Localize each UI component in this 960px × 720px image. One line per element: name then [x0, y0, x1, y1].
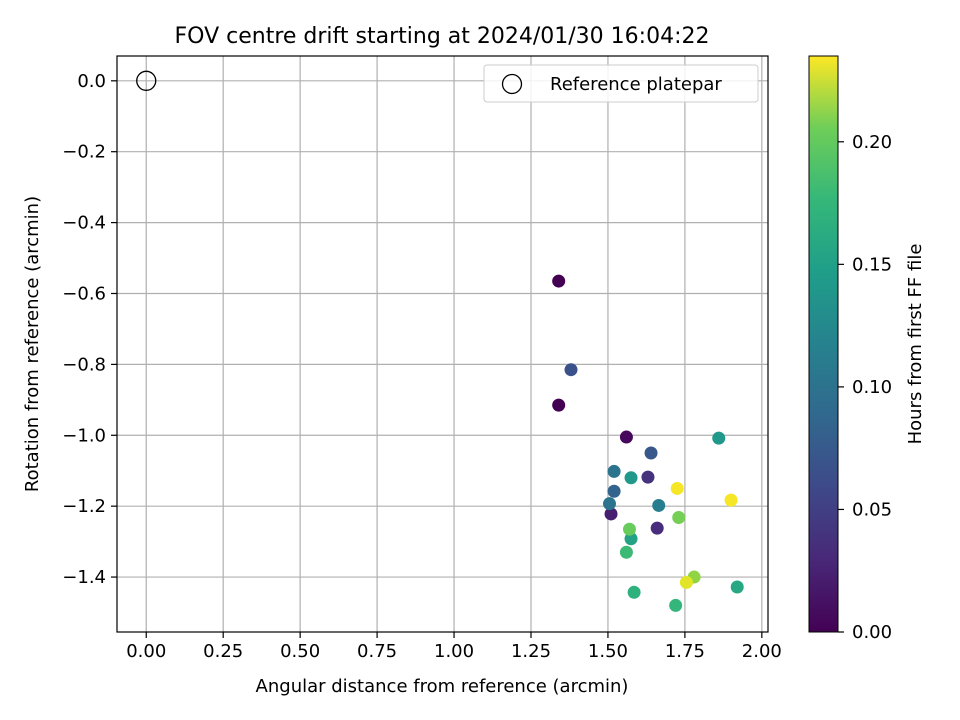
x-tick-label: 1.00: [434, 641, 474, 662]
x-tick-label: 1.25: [511, 641, 551, 662]
x-axis-label: Angular distance from reference (arcmin): [256, 676, 629, 697]
data-point: [602, 497, 616, 511]
data-point: [669, 598, 683, 612]
data-point: [552, 274, 566, 288]
data-point: [650, 521, 664, 535]
data-point: [564, 363, 578, 377]
data-point: [604, 507, 618, 521]
data-point: [619, 430, 633, 444]
y-tick-label: −0.6: [62, 283, 106, 304]
data-point: [712, 431, 726, 445]
plot-frame: [116, 55, 769, 633]
x-tick-label: 0.00: [126, 641, 166, 662]
data-point: [724, 493, 738, 507]
colorbar-ticks: 0.00 0.05 0.10 0.15 0.20: [838, 132, 892, 643]
y-tick-label: 0.0: [77, 71, 106, 92]
y-tick-label: −0.2: [62, 142, 106, 163]
colorbar-label: Hours from first FF file: [905, 244, 926, 445]
legend-label: Reference platepar: [550, 74, 722, 95]
colorbar-gradient: [808, 55, 839, 633]
data-point: [622, 522, 636, 536]
grid: [117, 56, 768, 632]
data-point: [607, 464, 621, 478]
colorbar-tick-label: 0.05: [852, 499, 892, 520]
x-tick-label: 2.00: [742, 641, 782, 662]
x-axis: 0.00 0.25 0.50 0.75 1.00 1.25 1.50 1.75 2.00: [126, 632, 782, 662]
data-point: [624, 532, 638, 546]
y-tick-label: −1.2: [62, 496, 106, 517]
x-tick-label: 1.75: [665, 641, 705, 662]
data-point: [552, 398, 566, 412]
legend-box: [483, 64, 759, 103]
y-tick-label: −1.4: [62, 567, 106, 588]
colorbar-tick-label: 0.00: [852, 622, 892, 643]
y-axis-label: Rotation from reference (arcmin): [22, 196, 43, 492]
x-tick-label: 1.50: [588, 641, 628, 662]
y-tick-label: −0.8: [62, 354, 106, 375]
data-point: [670, 481, 684, 495]
data-point: [619, 545, 633, 559]
data-point: [672, 511, 686, 525]
y-axis: 0.0 −0.2 −0.4 −0.6 −0.8 −1.0 −1.2 −1.4: [62, 71, 117, 588]
data-point: [652, 498, 666, 512]
data-point: [627, 585, 641, 599]
data-points: [136, 70, 744, 612]
legend-marker: [501, 73, 523, 95]
y-tick-label: −0.4: [62, 213, 106, 234]
data-point: [607, 484, 621, 498]
colorbar-tick-label: 0.20: [852, 132, 892, 153]
y-tick-label: −1.0: [62, 425, 106, 446]
data-point: [624, 471, 638, 485]
data-point: [644, 446, 658, 460]
legend: Reference platepar: [483, 64, 759, 103]
colorbar-tick-label: 0.15: [852, 254, 892, 275]
colorbar: 0.00 0.05 0.10 0.15 0.20 Hours from first FF…: [808, 55, 926, 643]
x-tick-label: 0.25: [203, 641, 243, 662]
data-point: [730, 580, 744, 594]
x-tick-label: 0.50: [280, 641, 320, 662]
colorbar-tick-label: 0.10: [852, 377, 892, 398]
data-point: [641, 470, 655, 484]
chart-title: FOV centre drift starting at 2024/01/30 …: [175, 24, 710, 49]
data-point: [679, 575, 693, 589]
x-tick-label: 0.75: [357, 641, 397, 662]
reference-point: [136, 70, 157, 91]
